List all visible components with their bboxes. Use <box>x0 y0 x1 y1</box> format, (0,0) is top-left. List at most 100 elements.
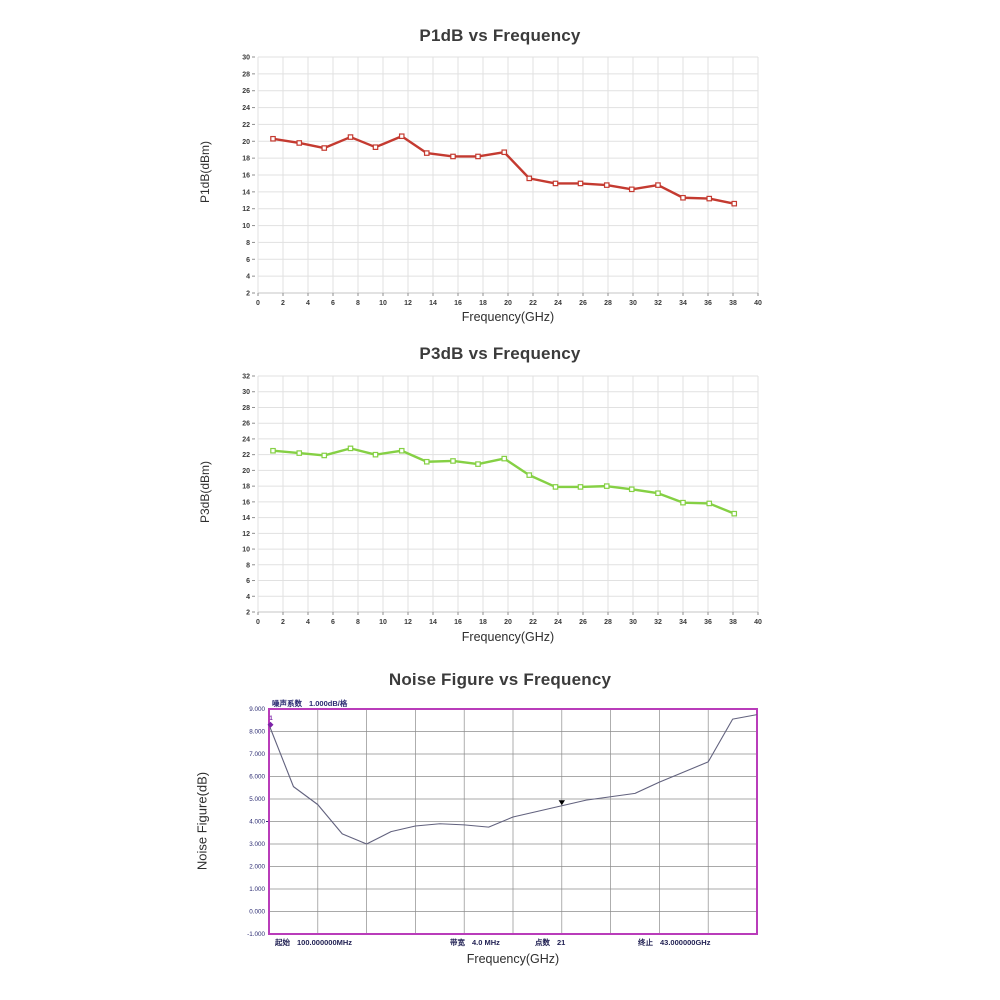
svg-text:3.000: 3.000 <box>249 841 265 848</box>
data-markers <box>270 133 738 207</box>
svg-text:18: 18 <box>242 484 250 491</box>
svg-text:14: 14 <box>429 619 437 626</box>
svg-text:16: 16 <box>454 300 462 307</box>
svg-text:36: 36 <box>704 300 712 307</box>
svg-text:16: 16 <box>242 173 250 180</box>
y-tick-labels: 9.000 8.000 7.000 6.000 5.000 4.000 3.000 2.000… <box>247 706 265 938</box>
svg-text:6: 6 <box>246 578 250 585</box>
svg-text:6: 6 <box>331 619 335 626</box>
svg-text:7.000: 7.000 <box>249 751 265 758</box>
svg-text:10: 10 <box>379 619 387 626</box>
p1db-chart-canvas: 0 2 4 6 8 10 12 14 16 18 20 22 24 26 28 30 32 34 36 38 40302… <box>242 55 762 308</box>
noise-chart-canvas: 噪声系数 1.000dB/格 9.000 8.000 7.000 6.000 5.000 4.… <box>247 698 758 947</box>
svg-text:10: 10 <box>242 547 250 554</box>
svg-text:2: 2 <box>281 619 285 626</box>
p3db-x-axis-label: Frequency(GHz) <box>461 630 555 644</box>
p1db-y-axis-label: P1dB(dBm) <box>198 140 212 204</box>
svg-text:26: 26 <box>242 88 250 95</box>
svg-text:4: 4 <box>306 619 310 626</box>
noise-chart-title: Noise Figure vs Frequency <box>388 670 612 689</box>
footer-label: 带宽 <box>450 937 465 947</box>
svg-text:4: 4 <box>246 274 250 281</box>
svg-text:30: 30 <box>242 55 250 62</box>
noise-trace-line <box>268 714 758 845</box>
svg-text:10: 10 <box>242 223 250 230</box>
svg-text:-1.000: -1.000 <box>247 931 265 938</box>
svg-text:28: 28 <box>604 300 612 307</box>
svg-text:38: 38 <box>729 300 737 307</box>
svg-text:4: 4 <box>306 300 310 307</box>
svg-text:20: 20 <box>242 139 250 146</box>
svg-text:12: 12 <box>404 619 412 626</box>
svg-text:30: 30 <box>629 619 637 626</box>
svg-text:20: 20 <box>242 468 250 475</box>
svg-text:0: 0 <box>256 300 260 307</box>
tick-marks <box>252 375 759 615</box>
svg-text:18: 18 <box>479 300 487 307</box>
svg-text:28: 28 <box>242 405 250 412</box>
svg-text:4.000: 4.000 <box>249 819 265 826</box>
svg-text:12: 12 <box>404 300 412 307</box>
svg-text:14: 14 <box>242 189 250 196</box>
footer-value: 100.000000MHz <box>297 938 352 947</box>
y-tick-labels: 32 30 28 26 24 22 20 18 16 14 12 10 8 6 4 2 <box>242 374 250 617</box>
svg-text:12: 12 <box>242 206 250 213</box>
start-marker-diamond <box>267 721 274 728</box>
svg-text:2.000: 2.000 <box>249 864 265 871</box>
trace-scale-label: 1.000dB/格 <box>309 698 348 708</box>
svg-text:26: 26 <box>579 619 587 626</box>
svg-text:34: 34 <box>679 300 687 307</box>
svg-text:22: 22 <box>242 122 250 129</box>
gridlines <box>257 375 759 613</box>
svg-text:9.000: 9.000 <box>249 706 265 713</box>
svg-text:18: 18 <box>479 619 487 626</box>
noise-x-axis-label: Frequency(GHz) <box>466 952 560 966</box>
svg-text:2: 2 <box>246 291 250 298</box>
svg-text:16: 16 <box>242 499 250 506</box>
svg-text:6: 6 <box>246 257 250 264</box>
svg-text:26: 26 <box>579 300 587 307</box>
svg-text:1.000: 1.000 <box>249 886 265 893</box>
svg-text:12: 12 <box>242 531 250 538</box>
footer-label: 点数 <box>535 937 550 947</box>
svg-text:14: 14 <box>429 300 437 307</box>
gridlines <box>269 709 757 934</box>
svg-text:22: 22 <box>529 619 537 626</box>
svg-text:0: 0 <box>256 619 260 626</box>
noise-y-axis-label: Noise Figure(dB) <box>194 771 210 871</box>
svg-text:24: 24 <box>242 105 250 112</box>
svg-text:34: 34 <box>679 619 687 626</box>
svg-text:5.000: 5.000 <box>249 796 265 803</box>
gridlines <box>257 56 759 294</box>
data-markers <box>270 445 738 517</box>
screen-frame <box>268 708 758 935</box>
svg-text:4: 4 <box>246 594 250 601</box>
svg-text:28: 28 <box>604 619 612 626</box>
x-tick-labels: 0 2 4 6 8 10 12 14 16 18 20 22 24 26 28 30 32 34 36 38 40 <box>256 300 762 307</box>
svg-text:22: 22 <box>242 452 250 459</box>
start-marker-label: 1 <box>269 716 273 722</box>
svg-text:16: 16 <box>454 619 462 626</box>
svg-text:2: 2 <box>246 610 250 617</box>
svg-text:10: 10 <box>379 300 387 307</box>
svg-text:40: 40 <box>754 619 762 626</box>
trace-name-label: 噪声系数 <box>272 698 302 708</box>
svg-text:28: 28 <box>242 71 250 78</box>
svg-text:36: 36 <box>704 619 712 626</box>
svg-text:38: 38 <box>729 619 737 626</box>
p1db-x-axis-label: Frequency(GHz) <box>461 310 555 324</box>
svg-text:18: 18 <box>242 156 250 163</box>
footer-label: 起始 <box>274 937 290 947</box>
svg-text:22: 22 <box>529 300 537 307</box>
svg-text:6.000: 6.000 <box>249 774 265 781</box>
p1db-chart-title: P1dB vs Frequency <box>419 26 581 45</box>
x-tick-labels: 0 2 4 6 8 10 12 14 16 18 20 22 24 26 28 30 32 34 36 38 40 <box>256 619 762 626</box>
svg-text:8.000: 8.000 <box>249 729 265 736</box>
status-footer: 起始 100.000000MHz 带宽 4.0 MHz 点数 21 终止 43.000000G… <box>274 937 711 947</box>
svg-text:30: 30 <box>242 389 250 396</box>
svg-text:8: 8 <box>246 562 250 569</box>
svg-text:8: 8 <box>356 619 360 626</box>
svg-text:24: 24 <box>554 619 562 626</box>
p3db-chart-title: P3dB vs Frequency <box>419 344 581 363</box>
